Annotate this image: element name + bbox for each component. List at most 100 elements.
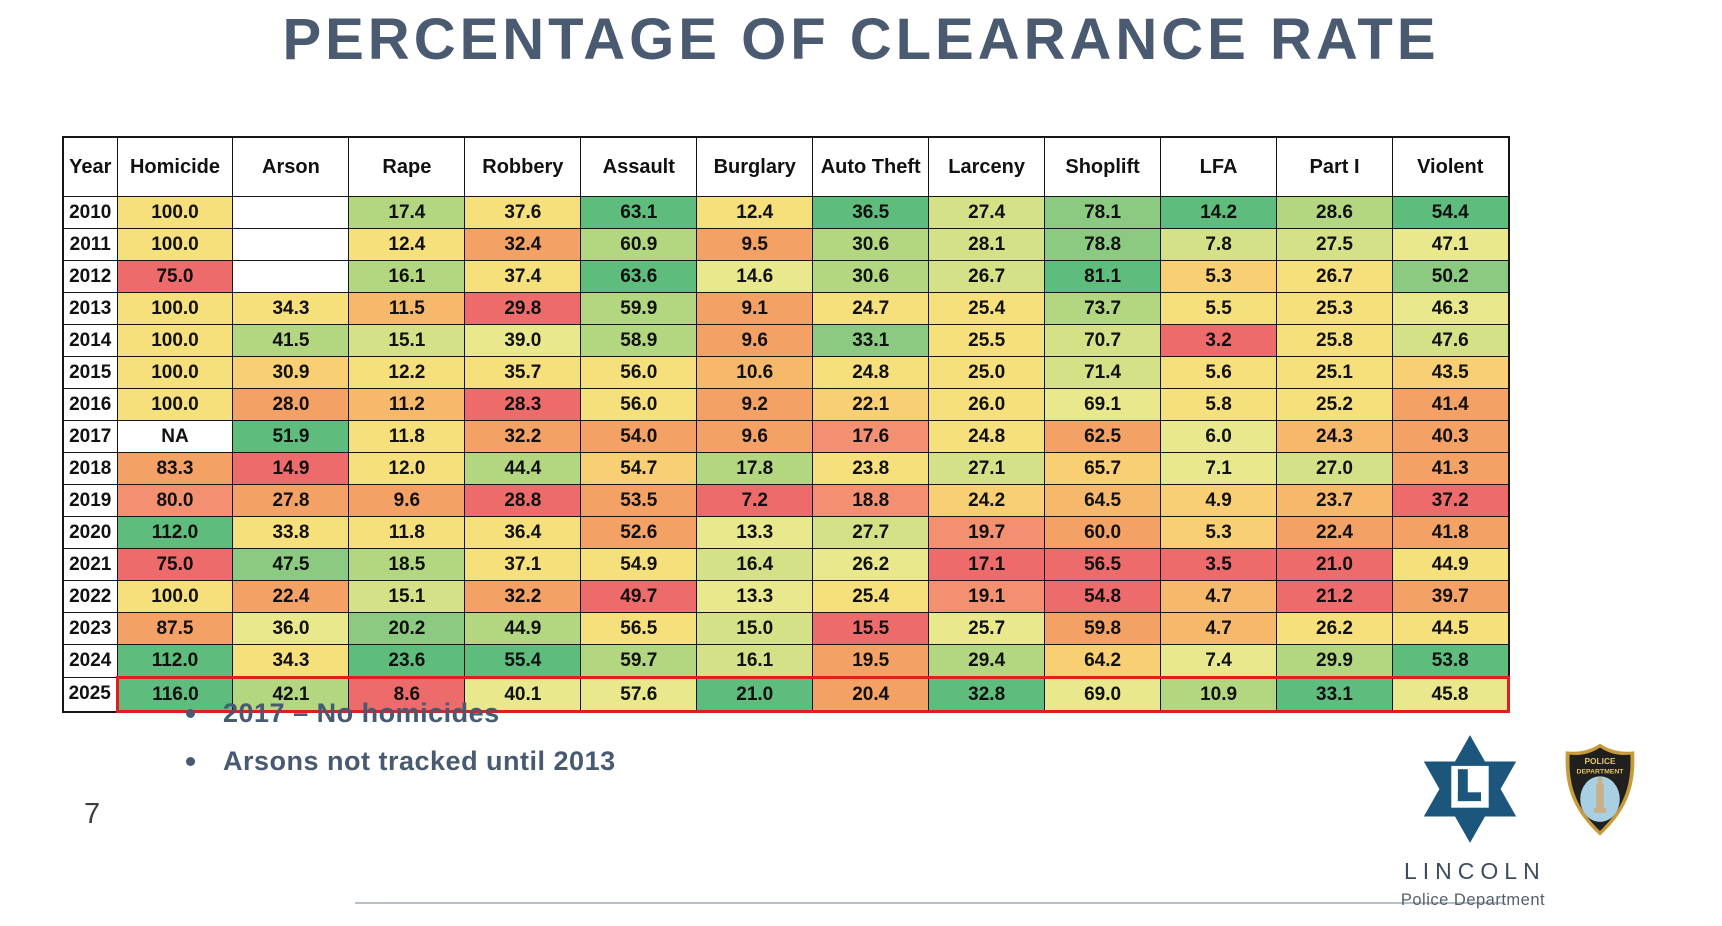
table-cell: 69.1 [1044,388,1162,421]
table-cell: 59.9 [580,292,698,325]
table-cell: 10.9 [1160,676,1278,713]
table-cell: 100.0 [116,324,234,357]
table-row: 2016 100.0 28.0 11.2 28.3 56.0 9.2 22.1 26.0 69.1… [62,388,1510,421]
table-cell: 20.2 [348,612,466,645]
table-cell: NA [116,420,234,453]
table-cell: 71.4 [1044,356,1162,389]
table-cell: 22.4 [232,580,350,613]
table-cell: 36.5 [812,196,930,229]
svg-text:DEPARTMENT: DEPARTMENT [1577,768,1625,775]
table-cell: 64.5 [1044,484,1162,517]
table-cell: 15.1 [348,324,466,357]
table-cell: 27.1 [928,452,1046,485]
table-cell: 11.2 [348,388,466,421]
table-cell: 32.4 [464,228,582,261]
table-cell: 87.5 [116,612,234,645]
table-cell: 36.0 [232,612,350,645]
table-cell: 28.3 [464,388,582,421]
table-cell: 42.1 [232,676,350,713]
table-cell: 75.0 [116,548,234,581]
table-cell: 14.9 [232,452,350,485]
table-cell: 25.2 [1276,388,1393,421]
column-header: Robbery [464,136,582,197]
table-cell: 9.6 [696,324,814,357]
table-cell: 54.0 [580,420,698,453]
table-cell: 23.8 [812,452,930,485]
table-cell: 24.3 [1276,420,1393,453]
table-cell: 25.8 [1276,324,1393,357]
table-cell: 26.7 [928,260,1046,293]
column-header: Year [62,136,118,197]
table-cell: 65.7 [1044,452,1162,485]
table-cell: 70.7 [1044,324,1162,357]
table-cell: 14.2 [1160,196,1278,229]
column-header: Violent [1391,136,1510,197]
table-cell: 47.5 [232,548,350,581]
table-cell: 4.9 [1160,484,1278,517]
table-cell: 47.1 [1391,228,1510,261]
table-cell: 27.5 [1276,228,1393,261]
table-cell: 23.7 [1276,484,1393,517]
column-header: Assault [580,136,698,197]
row-year-cell: 2011 [62,228,118,261]
table-cell: 32.2 [464,580,582,613]
table-cell: 28.6 [1276,196,1393,229]
table-cell: 56.5 [1044,548,1162,581]
svg-text:POLICE: POLICE [1584,756,1615,766]
table-cell: 62.5 [1044,420,1162,453]
table-cell: 54.7 [580,452,698,485]
table-cell: 27.8 [232,484,350,517]
table-cell: 58.9 [580,324,698,357]
table-row: 2014 100.0 41.5 15.1 39.0 58.9 9.6 33.1 25.5 70.7… [62,324,1510,357]
row-year-cell: 2010 [62,196,118,229]
table-cell: 33.1 [1276,676,1393,713]
table-cell: 55.4 [464,644,582,678]
table-cell: 11.8 [348,516,466,549]
table-cell [232,228,350,261]
table-cell: 40.1 [464,676,582,713]
table-cell: 78.1 [1044,196,1162,229]
table-cell: 53.8 [1391,644,1510,678]
table-cell: 75.0 [116,260,234,293]
table-cell: 112.0 [116,644,234,678]
bullet-icon [186,709,195,718]
table-cell: 59.8 [1044,612,1162,645]
table-cell: 15.5 [812,612,930,645]
table-cell: 5.3 [1160,260,1278,293]
table-cell: 53.5 [580,484,698,517]
table-cell: 17.4 [348,196,466,229]
table-cell: 9.6 [696,420,814,453]
table-cell: 41.4 [1391,388,1510,421]
column-header: Shoplift [1044,136,1162,197]
table-cell: 37.6 [464,196,582,229]
column-header: Burglary [696,136,814,197]
table-cell: 28.0 [232,388,350,421]
table-cell: 51.9 [232,420,350,453]
table-cell: 45.8 [1391,676,1511,713]
column-header: Arson [232,136,350,197]
table-cell: 80.0 [116,484,234,517]
row-year-cell: 2022 [62,580,118,613]
table-cell: 41.3 [1391,452,1510,485]
row-year-cell: 2024 [62,644,118,678]
table-cell: 29.9 [1276,644,1393,678]
page-number: 7 [84,798,101,830]
table-cell: 5.5 [1160,292,1278,325]
table-cell: 23.6 [348,644,466,678]
table-row: 2017 NA 51.9 11.8 32.2 54.0 9.6 17.6 24.8 62.5 6.0… [62,420,1510,453]
table-cell: 21.0 [696,676,814,713]
table-cell: 16.1 [696,644,814,678]
note-text: 2017 – No homicides [223,698,500,728]
table-cell: 25.0 [928,356,1046,389]
table-cell: 54.4 [1391,196,1510,229]
note-item: 2017 – No homicides [186,698,616,729]
table-cell: 15.1 [348,580,466,613]
table-cell: 16.4 [696,548,814,581]
table-cell: 25.5 [928,324,1046,357]
table-cell: 26.2 [1276,612,1393,645]
row-year-cell: 2018 [62,452,118,485]
clearance-table: Year Homicide Arson Rape Robbery Assault Burgl… [62,136,1511,713]
column-header: Part I [1276,136,1393,197]
table-cell: 40.3 [1391,420,1510,453]
table-cell: 100.0 [116,228,234,261]
